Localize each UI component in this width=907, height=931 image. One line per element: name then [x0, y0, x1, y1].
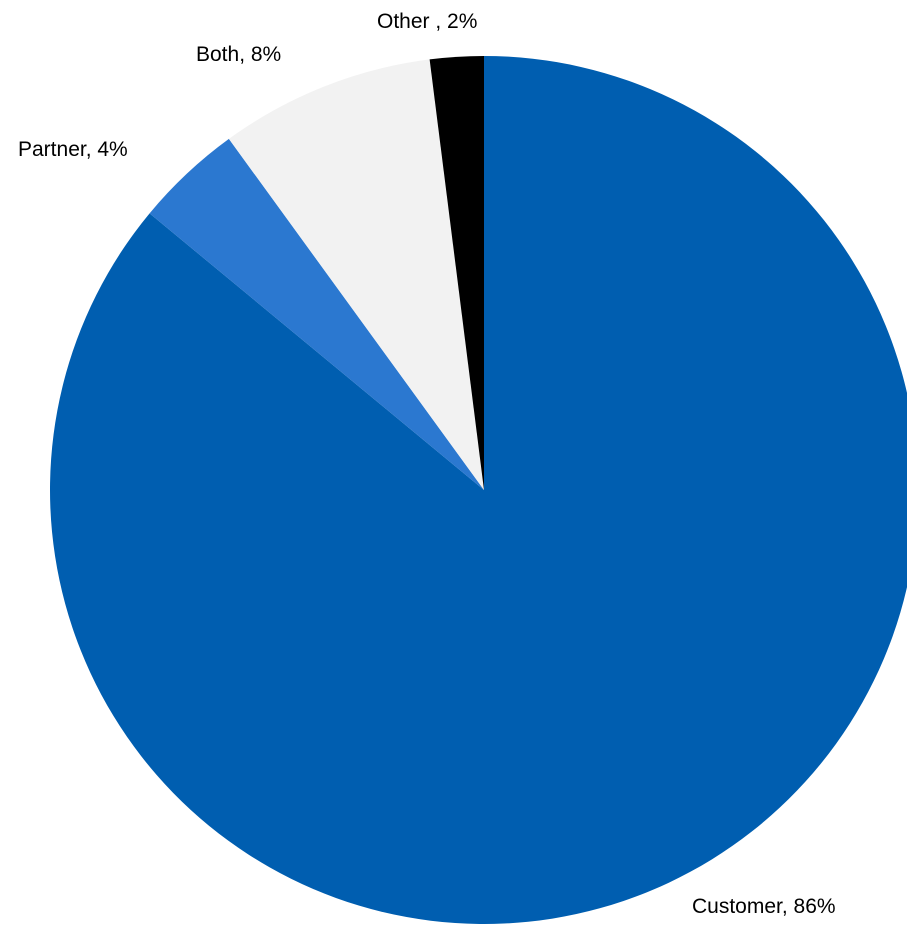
pie-slice-other — [429, 56, 484, 490]
pie-slice-customer — [50, 56, 907, 924]
slice-labels: Customer, 86% Partner, 4% Both, 8% Other… — [18, 10, 836, 918]
label-partner: Partner, 4% — [18, 138, 128, 161]
pie-slice-both — [228, 59, 484, 491]
label-both: Both, 8% — [196, 43, 281, 66]
label-customer: Customer, 86% — [692, 895, 836, 918]
pie-slices — [50, 56, 907, 924]
label-other: Other , 2% — [377, 10, 477, 33]
pie-slice-partner — [149, 138, 484, 490]
